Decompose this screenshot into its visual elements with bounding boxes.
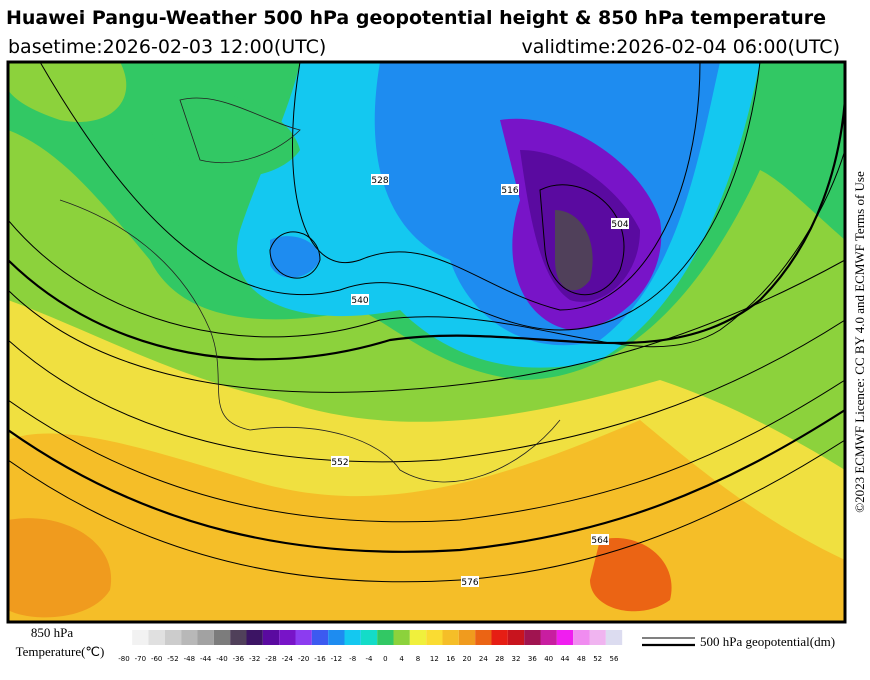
colorbar-tick-label: 56	[610, 655, 619, 663]
colorbar-tick-label: -44	[200, 655, 212, 663]
basetime: basetime:2026-02-03 12:00(UTC)	[8, 36, 326, 58]
contour-label: 564	[591, 536, 608, 546]
colorbar-swatch	[181, 630, 198, 645]
colorbar-swatch	[328, 630, 345, 645]
colorbar-swatch	[295, 630, 312, 645]
contour-label: 528	[371, 176, 388, 186]
contour-label-box	[351, 294, 369, 305]
colorbar-tick-label: 28	[495, 655, 504, 663]
colorbar-tick-label: -28	[265, 655, 276, 663]
colorbar-swatch	[279, 630, 296, 645]
colorbar-swatch	[409, 630, 427, 645]
colorbar-tick-label: 44	[561, 655, 570, 663]
contour-legend: 500 hPa geopotential(dm)	[700, 634, 835, 649]
colorbar-tick-label: -32	[249, 655, 260, 663]
colorbar-tick-label: 0	[383, 655, 387, 663]
colorbar-swatch	[605, 630, 623, 645]
colorbar: -80 -70 -60 -52 -48 -44 -40 -36 -32 -28 -24 -20 -16-…	[118, 630, 623, 663]
colorbar-swatch	[540, 630, 557, 645]
contour-label-box	[461, 576, 479, 587]
legend-label: 850 hPa	[31, 625, 73, 640]
colorbar-swatch	[148, 630, 165, 645]
colorbar-swatch	[491, 630, 508, 645]
colorbar-tick-label: 16	[446, 655, 455, 663]
colorbar-swatch	[507, 630, 525, 645]
colorbar-tick-label: 36	[528, 655, 537, 663]
colorbar-tick-label: -4	[366, 655, 374, 663]
colorbar-swatch	[246, 630, 263, 645]
colorbar-tick-label: 4	[399, 655, 404, 663]
colorbar-tick-label: 32	[512, 655, 521, 663]
contour-label: 516	[501, 186, 518, 196]
colorbar-tick-label: -16	[314, 655, 326, 663]
colorbar-tick-label: -60	[151, 655, 162, 663]
colorbar-swatch	[377, 630, 394, 645]
contour-label: 576	[461, 578, 478, 588]
colorbar-tick-label: -12	[331, 655, 342, 663]
colorbar-tick-label: -24	[282, 655, 294, 663]
contour-label-box	[371, 174, 389, 185]
colorbar-swatch	[262, 630, 280, 645]
contour-label: 552	[331, 458, 348, 468]
colorbar-swatch	[197, 630, 214, 645]
colorbar-swatch	[213, 630, 231, 645]
colorbar-tick-label: 52	[593, 655, 602, 663]
colorbar-swatch	[393, 630, 410, 645]
license-note: ©2023 ECMWF Licence: CC BY 4.0 and ECMWF…	[852, 171, 867, 513]
title: Huawei Pangu-Weather 500 hPa geopotentia…	[6, 7, 826, 29]
colorbar-tick-label: -8	[349, 655, 356, 663]
colorbar-tick-label: 40	[544, 655, 553, 663]
colorbar-swatch	[164, 630, 182, 645]
contour-label: 504	[611, 220, 628, 230]
colorbar-swatch	[230, 630, 247, 645]
colorbar-tick-label: 24	[479, 655, 488, 663]
colorbar-tick-label: -48	[184, 655, 195, 663]
colorbar-tick-label: 8	[416, 655, 420, 663]
contour-label-box	[611, 218, 629, 229]
colorbar-tick-label: 12	[430, 655, 439, 663]
colorbar-swatch	[344, 630, 361, 645]
colorbar-swatch	[589, 630, 606, 645]
colorbar-tick-label: 20	[463, 655, 472, 663]
colorbar-swatch	[132, 630, 149, 645]
colorbar-swatch	[556, 630, 574, 645]
validtime: validtime:2026-02-04 06:00(UTC)	[521, 36, 840, 58]
contour-label-box	[591, 534, 609, 545]
colorbar-tick-label: -80	[118, 655, 129, 663]
colorbar-swatch	[442, 630, 459, 645]
contour-label-box	[331, 456, 349, 467]
colorbar-swatch	[573, 630, 590, 645]
colorbar-swatch	[311, 630, 329, 645]
colorbar-swatch	[475, 630, 492, 645]
colorbar-tick-label: -40	[216, 655, 227, 663]
colorbar-tick-label: -20	[298, 655, 309, 663]
colorbar-tick-label: 48	[577, 655, 586, 663]
colorbar-tick-label: -36	[233, 655, 245, 663]
map	[8, 62, 845, 622]
colorbar-tick-label: -52	[167, 655, 178, 663]
contour-label: 540	[351, 296, 368, 306]
colorbar-swatch	[426, 630, 443, 645]
colorbar-tick-label: -70	[135, 655, 146, 663]
map-frame	[6, 60, 847, 624]
contour-label-box	[501, 184, 519, 195]
colorbar-swatch	[360, 630, 378, 645]
colorbar-swatch	[524, 630, 541, 645]
legend-label: Temperature(℃)	[16, 644, 105, 659]
colorbar-swatch	[458, 630, 476, 645]
